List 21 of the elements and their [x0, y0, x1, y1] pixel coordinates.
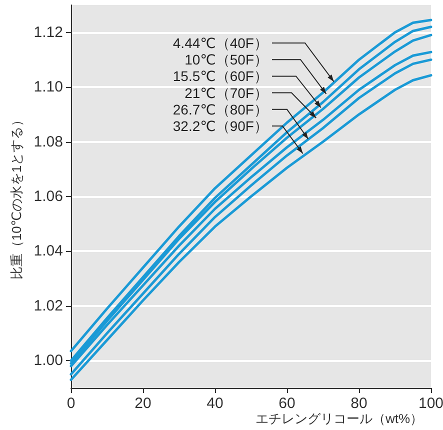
annotation: 26.7℃（80F） [172, 101, 268, 118]
y-tick-label: 1.00 [34, 352, 63, 370]
y-tick-label: 1.10 [34, 78, 63, 96]
y-axis-title: 比重（10℃の水を1とする） [8, 113, 24, 280]
y-tick-label: 1.04 [34, 242, 63, 260]
y-tick-label: 1.08 [34, 133, 63, 150]
x-tick-label: 40 [206, 395, 224, 412]
annotation: 32.2℃（90F） [172, 118, 268, 134]
x-tick-label: 20 [134, 395, 152, 412]
x-tick-label: 0 [66, 395, 76, 412]
y-tick-label: 1.12 [34, 24, 63, 41]
x-tick-label: 60 [278, 395, 296, 412]
x-tick-label: 80 [350, 395, 368, 412]
y-tick-label: 1.06 [34, 188, 63, 205]
annotation: 15.5℃（60F） [172, 68, 268, 84]
annotation: 4.44℃（40F） [172, 35, 268, 51]
x-axis-title: エチレングリコール（wt%） [255, 411, 423, 426]
x-tick-label: 100 [418, 395, 443, 412]
annotation: 21℃（70F） [184, 84, 268, 101]
annotation: 10℃（50F） [184, 52, 268, 68]
y-tick-label: 1.02 [34, 297, 63, 314]
